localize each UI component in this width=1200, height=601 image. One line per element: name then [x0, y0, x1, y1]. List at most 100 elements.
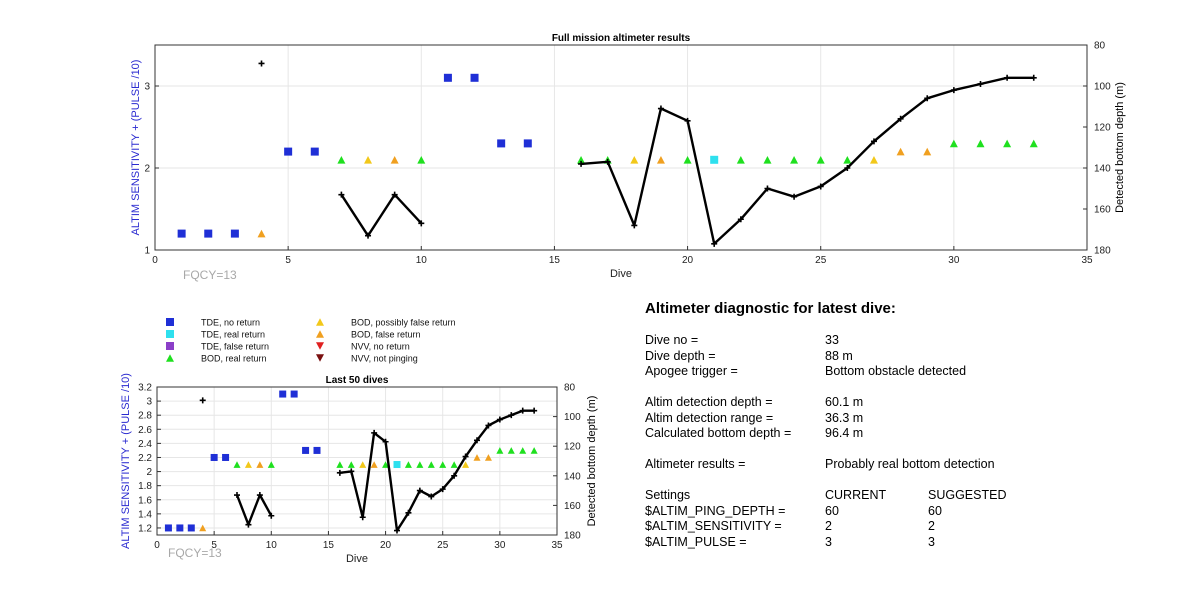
- depth-point: [451, 472, 458, 479]
- legend-item: BOD, possibly false return: [316, 318, 456, 328]
- y-tick-label: 2: [144, 164, 150, 175]
- data-marker: [450, 461, 458, 468]
- dive-depth-row: Dive depth = 88 m: [645, 349, 1065, 365]
- depth-point: [348, 468, 355, 475]
- y2-axis-label: Detected bottom depth (m): [1114, 82, 1126, 213]
- sensitivity-current: 2: [825, 519, 832, 533]
- data-marker: [710, 155, 719, 164]
- depth-point: [977, 80, 984, 87]
- results-label: Altimeter results =: [645, 457, 746, 471]
- depth-point: [924, 95, 931, 102]
- legend-item: BOD, false return: [316, 330, 421, 340]
- data-marker: [382, 461, 390, 468]
- data-marker: [683, 156, 692, 164]
- depth-line: [340, 193, 423, 237]
- data-marker: [507, 447, 515, 454]
- sensitivity-row: $ALTIM_SENSITIVITY = 2 2: [645, 519, 1065, 535]
- legend-label: TDE, no return: [201, 318, 260, 328]
- y-tick-label: 1.4: [138, 509, 152, 520]
- data-marker: [473, 454, 481, 461]
- fqcy-annotation: FQCY=13: [183, 268, 237, 282]
- depth-point: [359, 514, 366, 521]
- legend-marker: [316, 330, 324, 338]
- data-marker: [417, 156, 426, 164]
- depth-line: [235, 493, 273, 526]
- legend-item: TDE, false return: [166, 342, 269, 352]
- depth-point: [531, 407, 538, 414]
- legend-item: NVV, not pinging: [316, 354, 418, 364]
- depth-point: [737, 216, 744, 223]
- data-marker: [210, 453, 218, 461]
- data-marker: [896, 147, 905, 156]
- y2-tick-label: 100: [564, 412, 581, 423]
- data-marker: [279, 390, 287, 398]
- data-marker: [302, 446, 310, 454]
- x-tick-label: 20: [380, 540, 392, 551]
- depth-point: [604, 158, 611, 165]
- det-depth-row: Altim detection depth = 60.1 m: [645, 395, 1065, 411]
- legend-marker: [316, 354, 324, 362]
- last-50-dives-chart: 0 5 10 15 20 25 30 35 1.2 1.4 1.6 1.8 2 2.2 2.4 2.6 2.8 3…: [120, 373, 598, 565]
- pulse-label: $ALTIM_PULSE =: [645, 534, 747, 549]
- legend-marker: [166, 330, 174, 338]
- y-tick-label: 2.8: [138, 411, 152, 422]
- data-marker: [577, 156, 586, 164]
- data-marker: [736, 156, 745, 164]
- depth-point: [870, 138, 877, 145]
- x-tick-label: 5: [285, 255, 291, 266]
- data-marker: [843, 156, 852, 164]
- depth-point: [416, 487, 423, 494]
- data-marker: [204, 229, 213, 238]
- data-marker: [763, 156, 772, 164]
- x-tick-label: 30: [948, 255, 960, 266]
- data-marker: [630, 156, 639, 164]
- y2-tick-label: 100: [1094, 82, 1111, 93]
- y-axis-label: ALTIM SENSITIVITY + (PULSE /10): [120, 373, 132, 549]
- depth-point: [256, 492, 263, 499]
- data-marker: [656, 156, 665, 164]
- depth-point: [519, 407, 526, 414]
- legend-marker: [316, 342, 324, 350]
- pulse-current: 3: [825, 534, 832, 549]
- depth-point: [394, 527, 400, 534]
- y-tick-label: 2.6: [138, 425, 152, 436]
- y-axis-label: ALTIM SENSITIVITY + (PULSE /10): [130, 60, 142, 236]
- y2-tick-label: 120: [1094, 123, 1111, 134]
- full-mission-chart: 0 5 10 15 20 25 30 35 1 2 3 80 100 120 140 160 180 Full m…: [130, 33, 1126, 282]
- y2-tick-label: 80: [564, 383, 576, 394]
- data-marker: [233, 461, 241, 468]
- data-marker: [484, 454, 492, 461]
- depth-point: [439, 486, 446, 493]
- y2-tick-label: 160: [564, 501, 581, 512]
- x-tick-label: 5: [211, 540, 217, 551]
- results-row: Altimeter results = Probably real bottom …: [645, 457, 1065, 473]
- data-marker: [869, 156, 878, 164]
- legend-item: TDE, no return: [166, 318, 260, 328]
- data-marker: [222, 453, 230, 461]
- depth-point: [258, 60, 265, 67]
- axes-box: [156, 386, 558, 536]
- settings-header-row: Settings CURRENT SUGGESTED: [645, 488, 1065, 504]
- depth-point: [631, 222, 638, 229]
- data-marker: [790, 156, 799, 164]
- data-marker: [519, 447, 527, 454]
- legend-label: TDE, false return: [201, 342, 269, 352]
- x-tick-label: 25: [815, 255, 827, 266]
- depth-point: [405, 509, 412, 516]
- depth-point: [508, 412, 515, 419]
- diagnostic-panel: Altimeter diagnostic for latest dive: Di…: [645, 300, 1065, 550]
- legend-label: NVV, no return: [351, 342, 410, 352]
- apogee-row: Apogee trigger = Bottom obstacle detected: [645, 364, 1065, 380]
- depth-line: [581, 76, 1034, 246]
- y2-tick-label: 160: [1094, 205, 1111, 216]
- depth-point: [1030, 74, 1037, 81]
- depth-point: [371, 429, 378, 436]
- data-marker: [523, 139, 532, 148]
- depth-point: [234, 492, 240, 499]
- data-marker: [256, 461, 264, 468]
- dive-no-label: Dive no =: [645, 333, 699, 347]
- dive-no-value: 33: [825, 333, 839, 347]
- depth-point: [365, 232, 372, 239]
- depth-point: [578, 160, 585, 167]
